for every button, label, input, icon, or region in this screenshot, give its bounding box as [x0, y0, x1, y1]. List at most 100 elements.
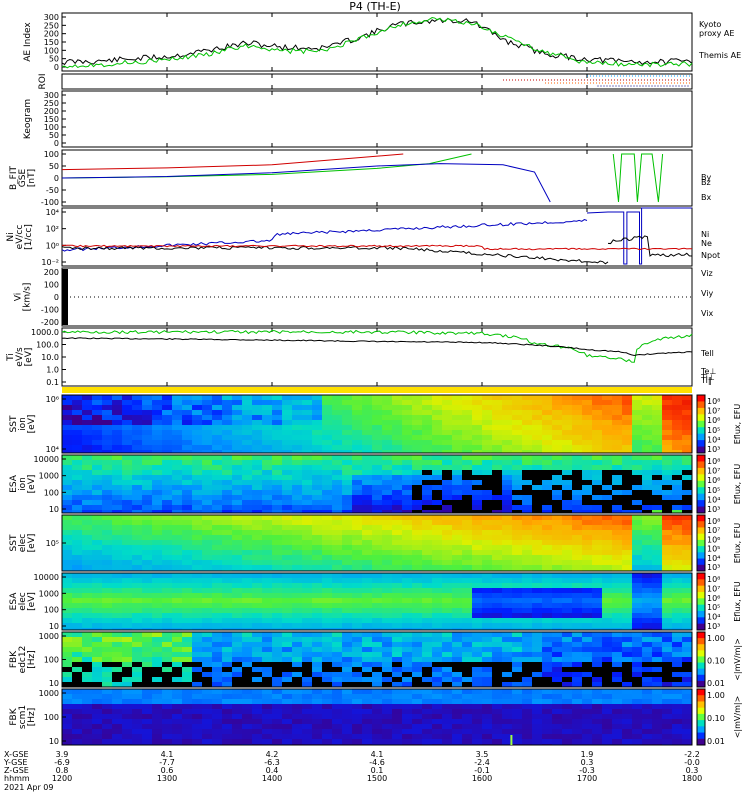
spectrogram-cell — [432, 642, 443, 648]
spectrogram-cell — [322, 430, 333, 436]
spectrogram-cell — [182, 520, 193, 526]
spectrogram-cell — [292, 603, 303, 609]
spectrogram-cell — [202, 455, 213, 461]
spectrogram-cell — [342, 475, 353, 481]
spectrogram-cell — [292, 480, 303, 486]
spectrogram-cell — [432, 500, 443, 506]
spectrogram-cell — [552, 573, 563, 579]
spectrogram-cell — [312, 490, 323, 496]
spectrogram-cell — [222, 515, 233, 521]
spectrogram-cell — [472, 603, 483, 609]
spectrogram-cell — [262, 637, 273, 643]
fbk2-ylabel-line: FBK — [9, 707, 19, 725]
spectrogram-cell — [392, 475, 403, 481]
spectrogram-cell — [322, 460, 333, 466]
spectrogram-cell — [632, 560, 643, 566]
spectrogram-cell — [582, 535, 593, 541]
spectrogram-cell — [172, 729, 183, 735]
spectrogram-cell — [282, 400, 293, 406]
spectrogram-cell — [642, 495, 653, 501]
spectrogram-cell — [412, 415, 423, 421]
spectrogram-cell — [162, 560, 173, 566]
spectrogram-cell — [232, 540, 243, 546]
spectrogram-cell — [482, 583, 493, 589]
spectrogram-cell — [642, 583, 653, 589]
spectrogram-cell — [272, 657, 283, 663]
spectrogram-cell — [362, 460, 373, 466]
spectrogram-cell — [122, 410, 133, 416]
spectrogram-cell — [572, 415, 583, 421]
spectrogram-cell — [402, 724, 413, 730]
spectrogram-cell — [492, 689, 503, 695]
spectrogram-cell — [342, 573, 353, 579]
spectrogram-cell — [422, 440, 433, 446]
spectrogram-cell — [152, 583, 163, 589]
spectrogram-cell — [642, 455, 653, 461]
spectrogram-cell — [102, 652, 113, 658]
spectrogram-cell — [492, 662, 503, 668]
spectrogram-cell — [602, 704, 613, 710]
spectrogram-cell — [312, 699, 323, 705]
spectrogram-cell — [552, 632, 563, 638]
spectrogram-cell — [522, 475, 533, 481]
spectrogram-cell — [142, 704, 153, 710]
spectrogram-cell — [322, 520, 333, 526]
spectrogram-cell — [72, 490, 83, 496]
spectrogram-cell — [542, 490, 553, 496]
spectrogram-cell — [282, 642, 293, 648]
spectrogram-cell — [62, 647, 73, 653]
spectrogram-cell — [472, 465, 483, 471]
spectrogram-cell — [132, 694, 143, 700]
spectrogram-cell — [332, 465, 343, 471]
spectrogram-cell — [232, 628, 243, 631]
spectrogram-cell — [482, 505, 493, 511]
spectrogram-cell — [352, 405, 363, 411]
spectrogram-cell — [252, 465, 263, 471]
spectrogram-cell — [82, 435, 93, 441]
spectrogram-cell — [522, 689, 533, 695]
spectrogram-cell — [352, 578, 363, 584]
spectrogram-cell — [132, 682, 143, 688]
spectrogram-cell — [342, 724, 353, 730]
spectrogram-cell — [72, 445, 83, 451]
spectrogram-cell — [552, 657, 563, 663]
spectrogram-cell — [592, 578, 603, 584]
spectrogram-cell — [662, 555, 673, 561]
spectrogram-cell — [652, 699, 663, 705]
spectrogram-cell — [392, 450, 403, 454]
spectrogram-cell — [102, 623, 113, 629]
spectrogram-cell — [332, 510, 343, 514]
spectrogram-cell — [252, 709, 263, 715]
spectrogram-cell — [202, 460, 213, 466]
spectrogram-cell — [222, 505, 233, 511]
spectrogram-cell — [572, 535, 583, 541]
spectrogram-cell — [452, 573, 463, 579]
spectrogram-cell — [552, 440, 563, 446]
spectrogram-cell — [342, 583, 353, 589]
spectrogram-cell — [442, 530, 453, 536]
spectrogram-cell — [282, 613, 293, 619]
spectrogram-cell — [302, 593, 313, 599]
spectrogram-cell — [312, 657, 323, 663]
spectrogram-cell — [642, 420, 653, 426]
spectrogram-cell — [252, 667, 263, 673]
spectrogram-cell — [362, 603, 373, 609]
spectrogram-cell — [682, 598, 693, 604]
spectrogram-cell — [602, 699, 613, 705]
spectrogram-cell — [552, 435, 563, 441]
spectrogram-cell — [342, 608, 353, 614]
spectrogram-cell — [92, 682, 103, 688]
spectrogram-cell — [362, 694, 373, 700]
spectrogram-cell — [62, 480, 73, 486]
esa_i-ylabel-line: ESA — [9, 474, 19, 493]
spectrogram-cell — [62, 540, 73, 546]
spectrogram-cell — [62, 465, 73, 471]
spectrogram-cell — [522, 578, 533, 584]
spectrogram-cell — [542, 425, 553, 431]
colorbar-segment — [697, 689, 705, 696]
spectrogram-cell — [552, 520, 563, 526]
spectrogram-cell — [442, 490, 453, 496]
spectrogram-cell — [512, 535, 523, 541]
spectrogram-cell — [272, 667, 283, 673]
